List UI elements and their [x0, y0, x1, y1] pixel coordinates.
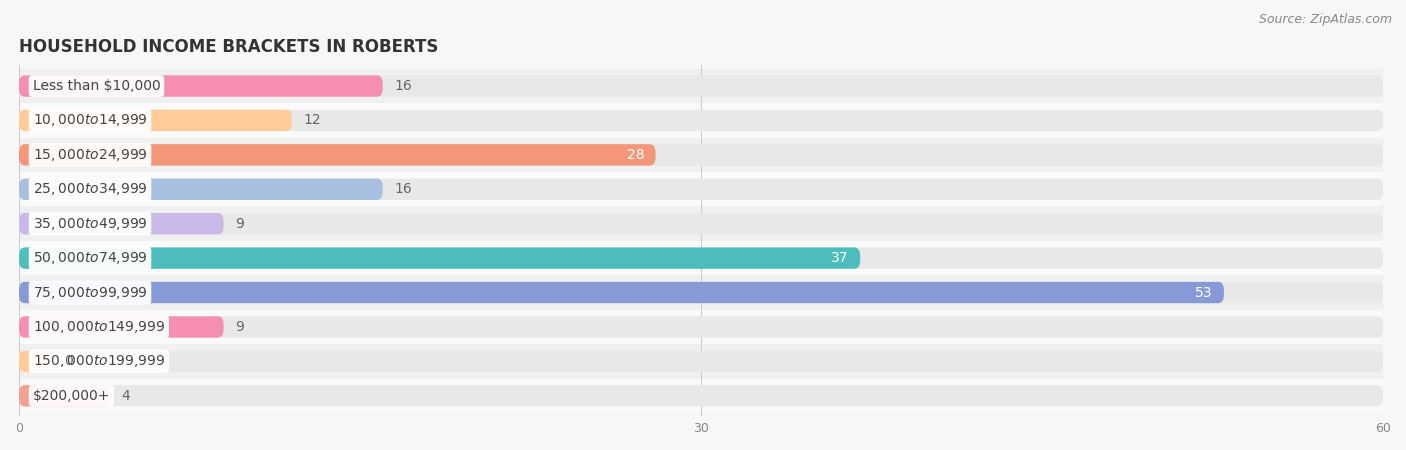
- Text: 16: 16: [394, 79, 412, 93]
- Text: Less than $10,000: Less than $10,000: [32, 79, 160, 93]
- FancyBboxPatch shape: [20, 282, 1384, 303]
- FancyBboxPatch shape: [20, 110, 292, 131]
- Bar: [20, 378, 1384, 413]
- FancyBboxPatch shape: [20, 75, 1384, 97]
- Text: 53: 53: [1195, 286, 1212, 300]
- Bar: [20, 69, 1384, 103]
- Bar: [20, 138, 1384, 172]
- Text: 37: 37: [831, 251, 849, 265]
- FancyBboxPatch shape: [20, 316, 224, 338]
- FancyBboxPatch shape: [20, 213, 1384, 234]
- FancyBboxPatch shape: [20, 248, 1384, 269]
- Text: $25,000 to $34,999: $25,000 to $34,999: [32, 181, 148, 197]
- FancyBboxPatch shape: [20, 110, 1384, 131]
- Text: $150,000 to $199,999: $150,000 to $199,999: [32, 353, 165, 369]
- Text: $35,000 to $49,999: $35,000 to $49,999: [32, 216, 148, 232]
- Text: 16: 16: [394, 182, 412, 196]
- Bar: [20, 344, 1384, 378]
- FancyBboxPatch shape: [20, 179, 1384, 200]
- Bar: [20, 241, 1384, 275]
- FancyBboxPatch shape: [20, 75, 382, 97]
- FancyBboxPatch shape: [20, 144, 655, 166]
- Bar: [20, 310, 1384, 344]
- Bar: [20, 275, 1384, 310]
- Text: 28: 28: [627, 148, 644, 162]
- Bar: [20, 103, 1384, 138]
- Text: $100,000 to $149,999: $100,000 to $149,999: [32, 319, 165, 335]
- Text: Source: ZipAtlas.com: Source: ZipAtlas.com: [1258, 14, 1392, 27]
- Text: 12: 12: [304, 113, 321, 127]
- FancyBboxPatch shape: [20, 179, 382, 200]
- Text: HOUSEHOLD INCOME BRACKETS IN ROBERTS: HOUSEHOLD INCOME BRACKETS IN ROBERTS: [20, 37, 439, 55]
- Bar: [20, 207, 1384, 241]
- FancyBboxPatch shape: [20, 248, 860, 269]
- Text: $75,000 to $99,999: $75,000 to $99,999: [32, 284, 148, 301]
- Text: 9: 9: [235, 320, 243, 334]
- Text: $15,000 to $24,999: $15,000 to $24,999: [32, 147, 148, 163]
- Text: $200,000+: $200,000+: [32, 389, 110, 403]
- Text: 0: 0: [65, 355, 73, 369]
- FancyBboxPatch shape: [20, 213, 224, 234]
- Text: 9: 9: [235, 217, 243, 231]
- Text: 4: 4: [121, 389, 129, 403]
- Text: $10,000 to $14,999: $10,000 to $14,999: [32, 112, 148, 128]
- Text: $50,000 to $74,999: $50,000 to $74,999: [32, 250, 148, 266]
- FancyBboxPatch shape: [20, 385, 1384, 406]
- FancyBboxPatch shape: [20, 351, 1384, 372]
- FancyBboxPatch shape: [20, 385, 110, 406]
- FancyBboxPatch shape: [20, 282, 1223, 303]
- FancyBboxPatch shape: [20, 144, 1384, 166]
- FancyBboxPatch shape: [20, 351, 46, 372]
- Bar: [20, 172, 1384, 207]
- FancyBboxPatch shape: [20, 316, 1384, 338]
